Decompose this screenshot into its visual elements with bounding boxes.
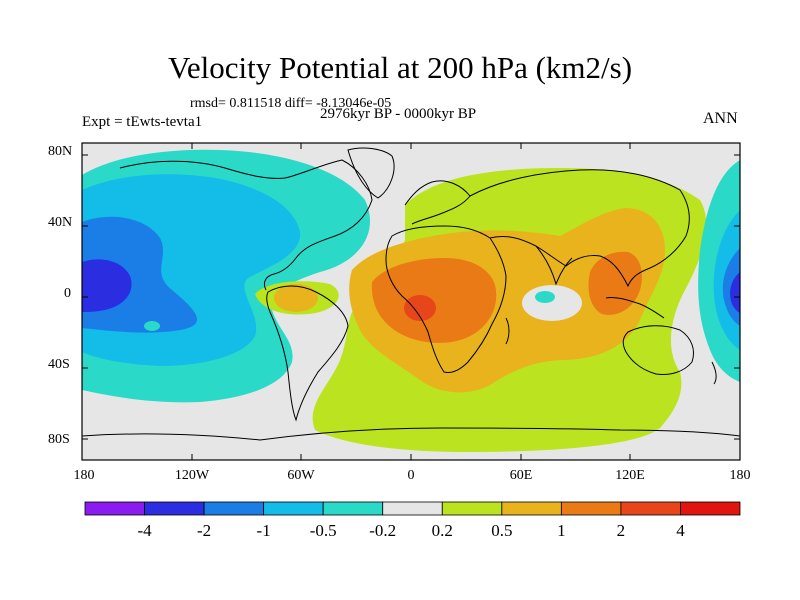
colorbar-swatch-2 [203, 501, 265, 516]
region-gold-sa [274, 284, 318, 312]
colorbar-swatch-4 [322, 501, 384, 516]
xtick-label-120w: 120W [174, 468, 210, 483]
coast-india [535, 245, 573, 286]
colorbar-swatch-0 [84, 501, 145, 516]
region-white-indian-ocean [522, 285, 582, 321]
tick-marks [82, 143, 740, 460]
colorbar-label-3: -0.5 [309, 521, 337, 540]
coast-asia [469, 169, 690, 288]
xtick-label-180w: 180 [73, 468, 95, 483]
coast-new-zealand [711, 361, 717, 385]
colorbar-swatch-5 [382, 501, 443, 516]
xtick-label-60w: 60W [287, 468, 315, 483]
region-cyan-spot [308, 242, 332, 254]
colorbar-swatch-10 [680, 501, 741, 516]
region-darkblue-pacific [82, 259, 132, 312]
region-orange-asia [588, 251, 642, 315]
region-darkblue-east [730, 272, 740, 313]
period-label: 2976kyr BP - 0000kyr BP [320, 106, 477, 122]
region-gold [349, 208, 665, 393]
ytick-label-80n: 80N [48, 144, 73, 159]
colorbar-label-8: 2 [616, 521, 626, 540]
colorbar [84, 501, 741, 516]
colorbar-swatch-8 [560, 501, 622, 516]
xtick-label-120e: 120E [615, 468, 645, 483]
coast-south-america [266, 285, 349, 422]
colorbar-label-9: 4 [676, 521, 685, 540]
region-redorange-africa [404, 295, 436, 321]
ytick-label-40n: 40N [48, 215, 73, 230]
coast-north-america [119, 159, 373, 291]
colorbar-label-0: -4 [137, 521, 152, 540]
colorbar-label-7: 1 [557, 521, 566, 540]
colorbar-label-6: 0.5 [491, 521, 513, 540]
ytick-label-0: 0 [64, 286, 71, 301]
experiment-label: Expt = tEwts-tevta1 [82, 114, 203, 130]
xtick-label-180e: 180 [729, 468, 751, 483]
coast-madagascar [505, 317, 510, 345]
colorbar-swatch-7 [501, 501, 562, 516]
colorbar-swatch-6 [441, 501, 503, 516]
coast-africa [385, 225, 507, 373]
colorbar-swatch-9 [620, 501, 681, 516]
season-label: ANN [703, 110, 738, 127]
region-cyan-indian-ocean [535, 291, 555, 303]
velocity-potential-field [82, 143, 740, 460]
colorbar-swatch-1 [144, 501, 205, 516]
region-orange-africa [371, 258, 497, 343]
ytick-label-80s: 80S [48, 432, 70, 447]
coast-antarctica [81, 427, 741, 441]
colorbar-label-4: -0.2 [369, 521, 397, 540]
xtick-label-60e: 60E [509, 468, 533, 483]
coast-greenland [347, 147, 395, 199]
region-cyan-spot-2 [144, 321, 160, 331]
colorbar-label-2: -1 [256, 521, 271, 540]
colorbar-label-5: 0.2 [431, 521, 453, 540]
ytick-label-40s: 40S [48, 357, 70, 372]
stats-line: rmsd= 0.811518 diff= -8.13046e-05 [190, 96, 392, 111]
coast-australia [622, 325, 694, 375]
plot-title: Velocity Potential at 200 hPa (km2/s) [167, 50, 633, 85]
colorbar-label-1: -2 [196, 521, 212, 540]
coast-indonesia [605, 297, 665, 319]
xtick-label-0: 0 [407, 468, 415, 483]
colorbar-swatch-3 [263, 501, 324, 516]
coastlines [81, 147, 741, 441]
